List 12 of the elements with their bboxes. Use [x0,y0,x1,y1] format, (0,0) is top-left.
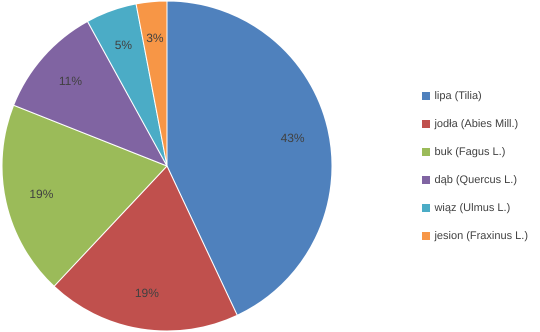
legend-label: lipa (Tilia) [434,90,482,102]
data-label: 5% [114,38,132,52]
data-label: 43% [280,130,305,145]
legend-label: dąb (Quercus L.) [434,174,517,186]
data-label: 11% [58,74,82,88]
legend-label: jesion (Fraxinus L.) [434,230,528,242]
data-label: 3% [146,30,164,45]
legend-label: jodła (Abies Mill.) [434,118,518,130]
data-label: 19% [29,187,54,202]
legend-label: buk (Fagus L.) [434,146,506,158]
legend-label: wiąz (Ulmus L.) [434,202,510,214]
data-label: 19% [134,286,160,300]
